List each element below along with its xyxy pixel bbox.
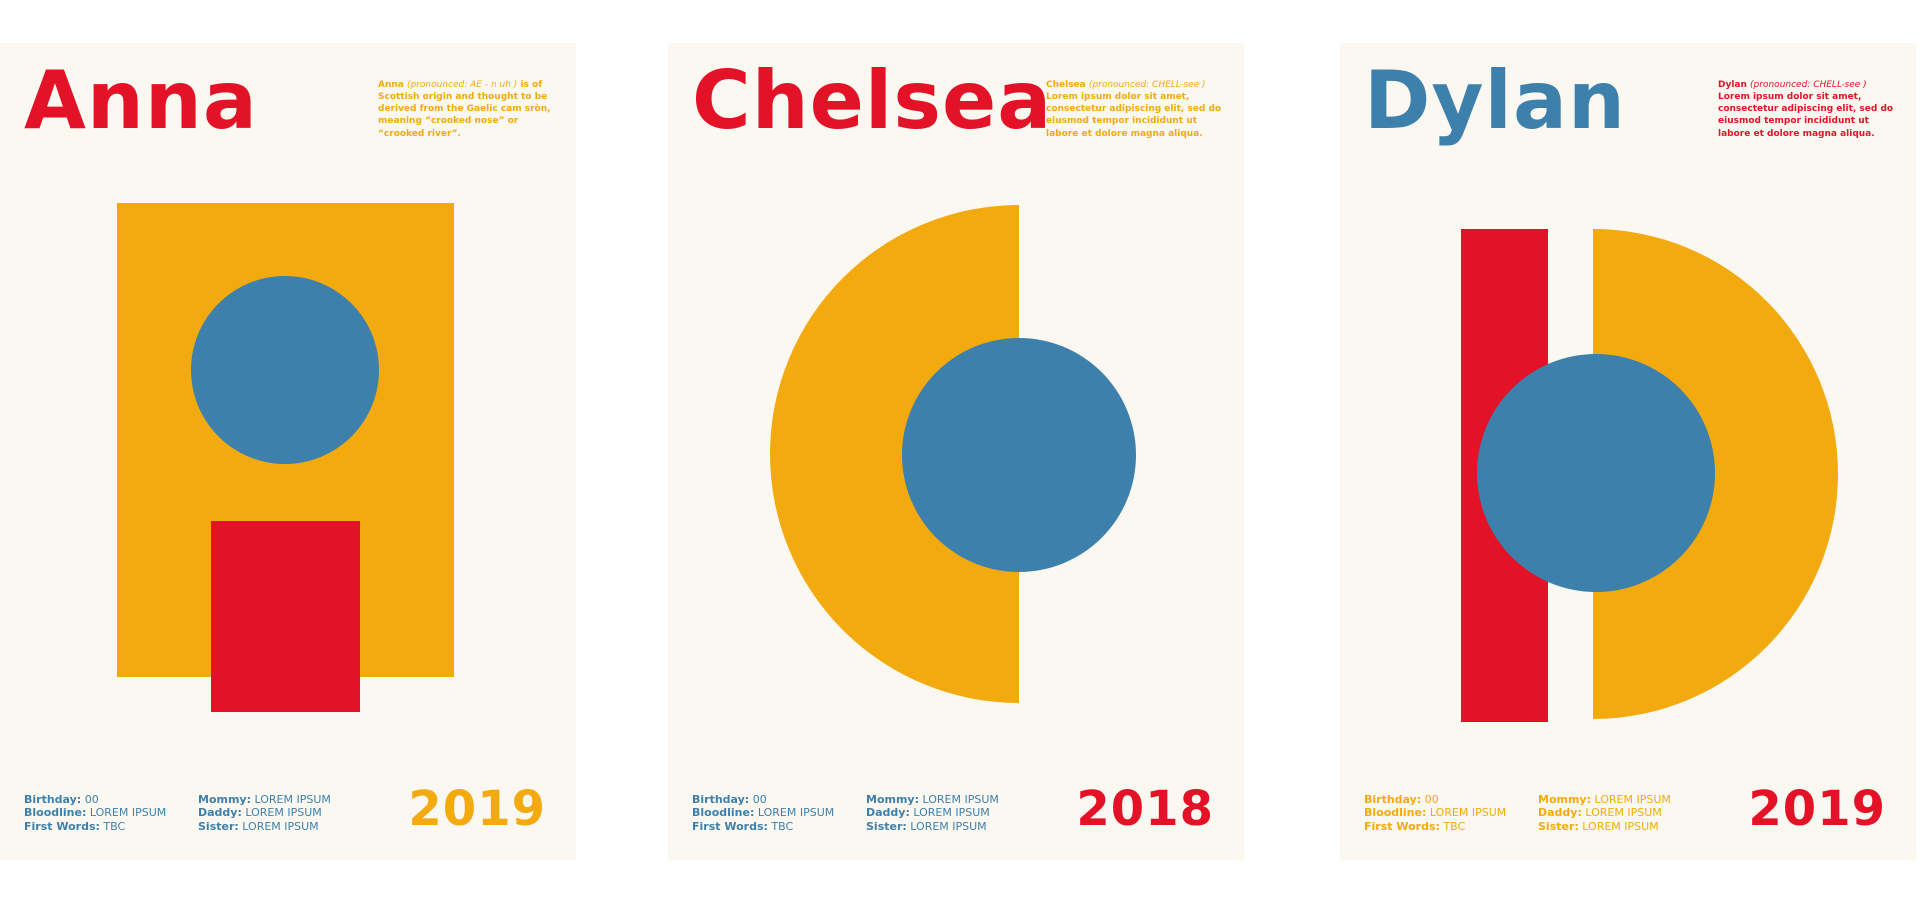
sister-value: LOREM IPSUM [1582, 819, 1659, 833]
poster-art-anna [117, 203, 454, 712]
sister-value: LOREM IPSUM [910, 819, 987, 833]
blue-circle-shape [902, 338, 1136, 572]
name-word: Chelsea [1046, 80, 1086, 90]
bloodline-value: LOREM IPSUM [1429, 806, 1507, 820]
first-words-label: First Words: [24, 819, 100, 833]
name-word: Anna [378, 80, 404, 90]
mommy-value: LOREM IPSUM [1594, 793, 1671, 806]
birthday-label: Birthday: [24, 793, 82, 806]
bloodline-label: Bloodline: [692, 806, 755, 820]
poster-art-dylan [1461, 229, 1838, 722]
mommy-label: Mommy: [198, 793, 251, 806]
description-text: Lorem ipsum dolor sit amet, consectetur … [1718, 92, 1894, 139]
name-word: Dylan [1718, 80, 1747, 90]
mommy-label: Mommy: [1538, 793, 1591, 806]
bloodline-label: Bloodline: [1364, 806, 1427, 820]
gold-half-circle-shape [1593, 229, 1838, 719]
poster-year: 2019 [1748, 781, 1886, 837]
poster-year: 2019 [408, 781, 546, 837]
name-description: Chelsea (pronounced: CHELL-see ) Lorem i… [1046, 79, 1226, 140]
mommy-value: LOREM IPSUM [254, 793, 331, 806]
pronunciation: (pronounced: CHELL-see ) [1088, 80, 1206, 90]
daddy-value: LOREM IPSUM [245, 806, 322, 820]
birthday-value: 00 [752, 793, 767, 806]
birthday-value: 00 [1424, 793, 1439, 806]
birthday-label: Birthday: [692, 793, 750, 806]
info-column-left: Birthday: 00 Bloodline: LOREM IPSUM Firs… [692, 793, 834, 833]
birthday-value: 00 [84, 793, 99, 806]
poster-chelsea: Chelsea Chelsea (pronounced: CHELL-see )… [668, 43, 1244, 860]
poster-anna: Anna Anna (pronounced: AE - n uh ) is of… [0, 43, 576, 860]
first-words-value: TBC [103, 819, 126, 833]
bloodline-label: Bloodline: [24, 806, 87, 820]
daddy-value: LOREM IPSUM [1585, 806, 1662, 820]
description-text: Lorem ipsum dolor sit amet, consectetur … [1046, 92, 1222, 139]
first-words-value: TBC [1443, 819, 1466, 833]
gold-half-circle-shape [770, 205, 1019, 703]
blue-circle-shape [1477, 354, 1715, 592]
name-description: Dylan (pronounced: CHELL-see ) Lorem ips… [1718, 79, 1898, 140]
mommy-label: Mommy: [866, 793, 919, 806]
sister-label: Sister: [866, 819, 907, 833]
blue-circle-shape [191, 276, 379, 464]
info-column-right: Mommy: LOREM IPSUM Daddy: LOREM IPSUM Si… [866, 793, 999, 833]
daddy-label: Daddy: [866, 806, 910, 820]
bloodline-value: LOREM IPSUM [757, 806, 835, 820]
info-column-right: Mommy: LOREM IPSUM Daddy: LOREM IPSUM Si… [198, 793, 331, 833]
first-words-label: First Words: [692, 819, 768, 833]
info-column-left: Birthday: 00 Bloodline: LOREM IPSUM Firs… [24, 793, 166, 833]
pronunciation: (pronounced: AE - n uh ) [407, 80, 518, 90]
red-rectangle-shape [211, 521, 360, 712]
sister-label: Sister: [1538, 819, 1579, 833]
info-column-right: Mommy: LOREM IPSUM Daddy: LOREM IPSUM Si… [1538, 793, 1671, 833]
name-description: Anna (pronounced: AE - n uh ) is of Scot… [378, 79, 558, 140]
poster-art-chelsea [770, 205, 1136, 703]
sister-label: Sister: [198, 819, 239, 833]
daddy-label: Daddy: [198, 806, 242, 820]
first-words-label: First Words: [1364, 819, 1440, 833]
poster-dylan: Dylan Dylan (pronounced: CHELL-see ) Lor… [1340, 43, 1916, 860]
birthday-label: Birthday: [1364, 793, 1422, 806]
sister-value: LOREM IPSUM [242, 819, 319, 833]
poster-name: Anna [24, 54, 258, 147]
poster-name: Dylan [1364, 54, 1626, 147]
daddy-value: LOREM IPSUM [913, 806, 990, 820]
poster-name: Chelsea [692, 54, 1053, 147]
poster-year: 2018 [1076, 781, 1214, 837]
description-text: is of Scottish origin and thought to be … [378, 80, 551, 139]
first-words-value: TBC [771, 819, 794, 833]
mommy-value: LOREM IPSUM [922, 793, 999, 806]
daddy-label: Daddy: [1538, 806, 1582, 820]
pronunciation: (pronounced: CHELL-see ) [1750, 80, 1867, 90]
bloodline-value: LOREM IPSUM [89, 806, 167, 820]
info-column-left: Birthday: 00 Bloodline: LOREM IPSUM Firs… [1364, 793, 1506, 833]
